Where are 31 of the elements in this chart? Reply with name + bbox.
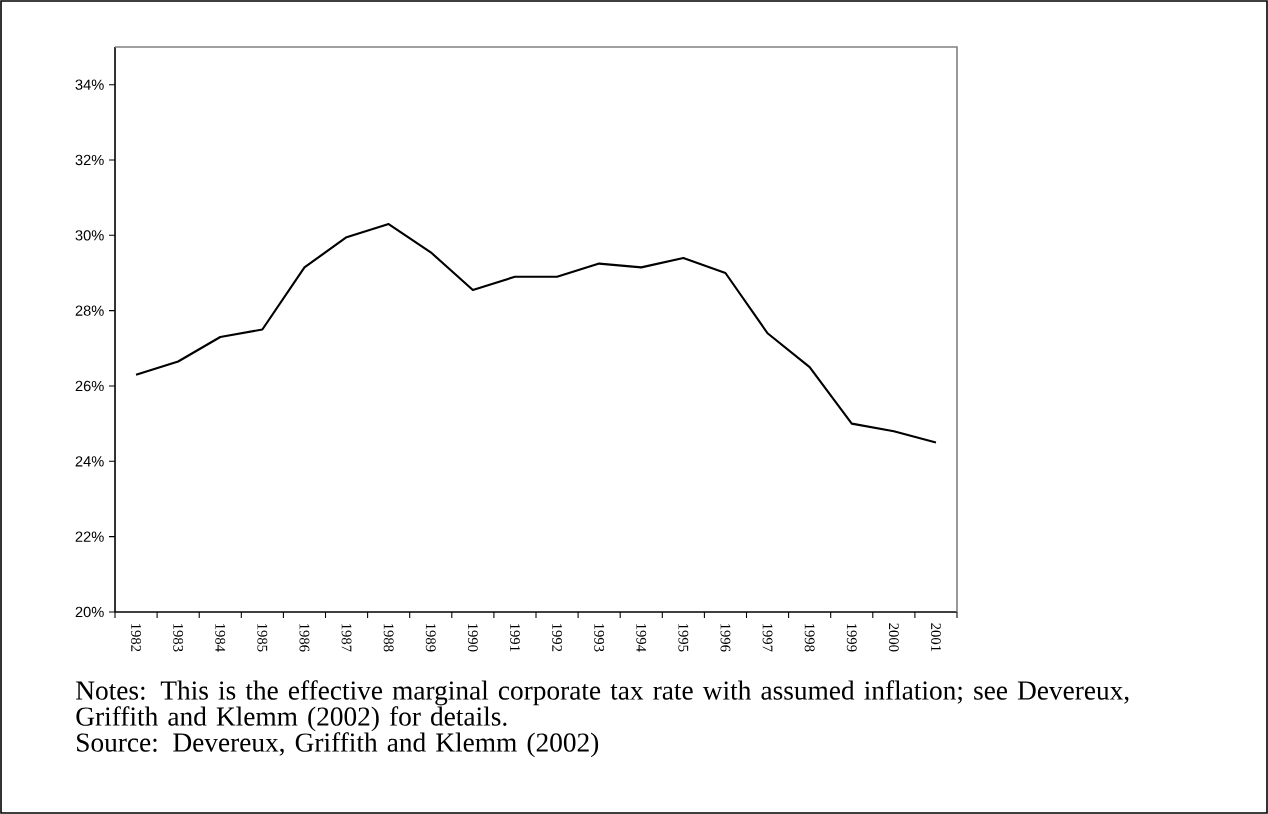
x-tick-label: 1983: [173, 623, 184, 652]
x-tick-label: 1993: [594, 623, 605, 652]
y-tick-label: 30%: [75, 230, 104, 241]
y-tick-label: 34%: [75, 79, 104, 90]
x-tick-label: 1988: [383, 623, 394, 652]
text: Notes: This is the effective marginal corporate tax rate with assumed inflation; see Devereux, Griffith and Klemm (2002) for details.: [76, 680, 1129, 732]
x-tick-label: 1986: [299, 623, 310, 652]
x-tick-label: 2000: [888, 623, 899, 652]
x-tick-label: 1997: [762, 623, 773, 652]
x-tick-label: 1992: [552, 623, 562, 652]
x-tick-label: 1996: [720, 623, 731, 652]
y-tick-label: 22%: [75, 531, 104, 542]
x-tick-label: 1982: [131, 623, 141, 652]
y-tick-label: 32%: [75, 154, 104, 166]
y-tick-label: 20%: [75, 606, 104, 618]
x-tick-label: 1984: [215, 623, 226, 652]
x-tick-label: 1985: [257, 623, 268, 652]
x-tick-label: 1991: [510, 623, 520, 652]
x-tick-label: 1989: [425, 623, 436, 652]
x-tick-label: 1994: [636, 623, 647, 652]
x-tick-label: 1999: [846, 623, 857, 652]
source-note: Source: Devereux, Griffith and Klemm (2002): [77, 732, 599, 758]
line-series: [134, 222, 938, 444]
x-tick-label: 1990: [467, 623, 478, 652]
x-tick-label: 1998: [804, 623, 815, 652]
x-tick-label: 2001: [931, 623, 941, 652]
y-tick-label: 28%: [75, 305, 104, 316]
y-tick-label: 26%: [75, 380, 104, 392]
x-tick-label: 1987: [341, 623, 352, 652]
y-tick-label: 24%: [75, 456, 104, 467]
x-tick-label: 1995: [678, 623, 689, 652]
